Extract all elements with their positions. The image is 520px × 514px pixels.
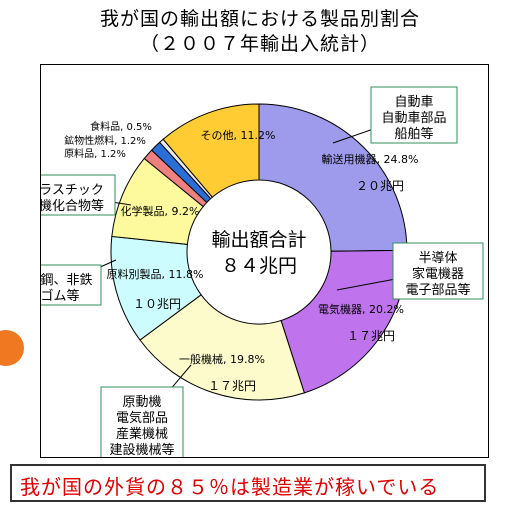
slice-label-7: 食料品, 0.5% [90, 120, 152, 133]
slice-label-1: 電気機器, 20.2% [318, 302, 404, 316]
callout-box-4 [41, 174, 116, 216]
callout-text-1-1: 家電機器 [412, 266, 464, 282]
donut-slice-2 [139, 294, 305, 401]
slice-label-2: 一般機械, 19.8% [179, 352, 265, 366]
callout-text-0-0: 自動車 [394, 95, 433, 110]
callout-box-3 [41, 264, 102, 306]
callout-text-1-0: 半導体 [418, 251, 457, 266]
slice-label-8: その他, 11.2% [201, 129, 276, 142]
callout-text-0-2: 船舶等 [394, 126, 433, 142]
callout-text-2-2: 産業機械 [116, 426, 168, 442]
callout-text-4-0: プラスチック [41, 183, 104, 198]
callout-text-1-2: 電子部品等 [405, 282, 470, 298]
caption-text: 我が国の外貨の８５％は製造業が稼いでいる [20, 475, 440, 499]
chart-frame: 輸出額合計 ８４兆円 輸送用機器, 24.8% ２０兆円電気機器, 20.2% １７兆円… [40, 64, 489, 458]
center-label-title: 輸出額合計 [211, 229, 306, 251]
caption-box: 我が国の外貨の８５％は製造業が稼いでいる [10, 464, 486, 502]
accent-dot [0, 330, 24, 366]
callout-text-2-0: 原動機 [122, 395, 161, 410]
donut-slice-8 [162, 103, 260, 198]
callout-text-3-0: 鉄鋼、非鉄 [41, 273, 93, 288]
callout-text-3-1: ゴム等 [41, 288, 80, 304]
slice-amount-0: ２０兆円 [356, 179, 404, 193]
slice-label-4: 化学製品, 9.2% [121, 204, 200, 218]
callout-box-2 [100, 386, 184, 457]
callout-text-4-1: 有機化合物等 [41, 198, 104, 214]
callout-text-2-1: 電気部品 [116, 410, 168, 426]
donut-slice-0 [258, 103, 408, 252]
callout-box-1 [392, 242, 484, 300]
slice-label-6: 鉱物性燃料, 1.2% [64, 134, 146, 147]
chart-title: 我が国の輸出額における製品別割合 [99, 8, 420, 30]
slice-amount-1: １７兆円 [347, 329, 395, 343]
slice-label-0: 輸送用機器, 24.8% [322, 152, 419, 166]
slice-label-5: 原料品, 1.2% [64, 147, 126, 160]
callout-text-2-3: 建設機械等 [109, 442, 174, 457]
slice-label-3: 原料別製品, 11.8% [107, 267, 204, 281]
callout-text-0-1: 自動車部品 [381, 111, 446, 126]
chart-subtitle: （２００７年輸出入統計） [139, 33, 380, 55]
center-label-value: ８４兆円 [221, 255, 297, 277]
donut-slice-1 [280, 249, 408, 394]
slice-amount-3: １０兆円 [133, 297, 181, 311]
callout-box-0 [370, 86, 458, 144]
slice-amount-2: １７兆円 [208, 379, 256, 393]
